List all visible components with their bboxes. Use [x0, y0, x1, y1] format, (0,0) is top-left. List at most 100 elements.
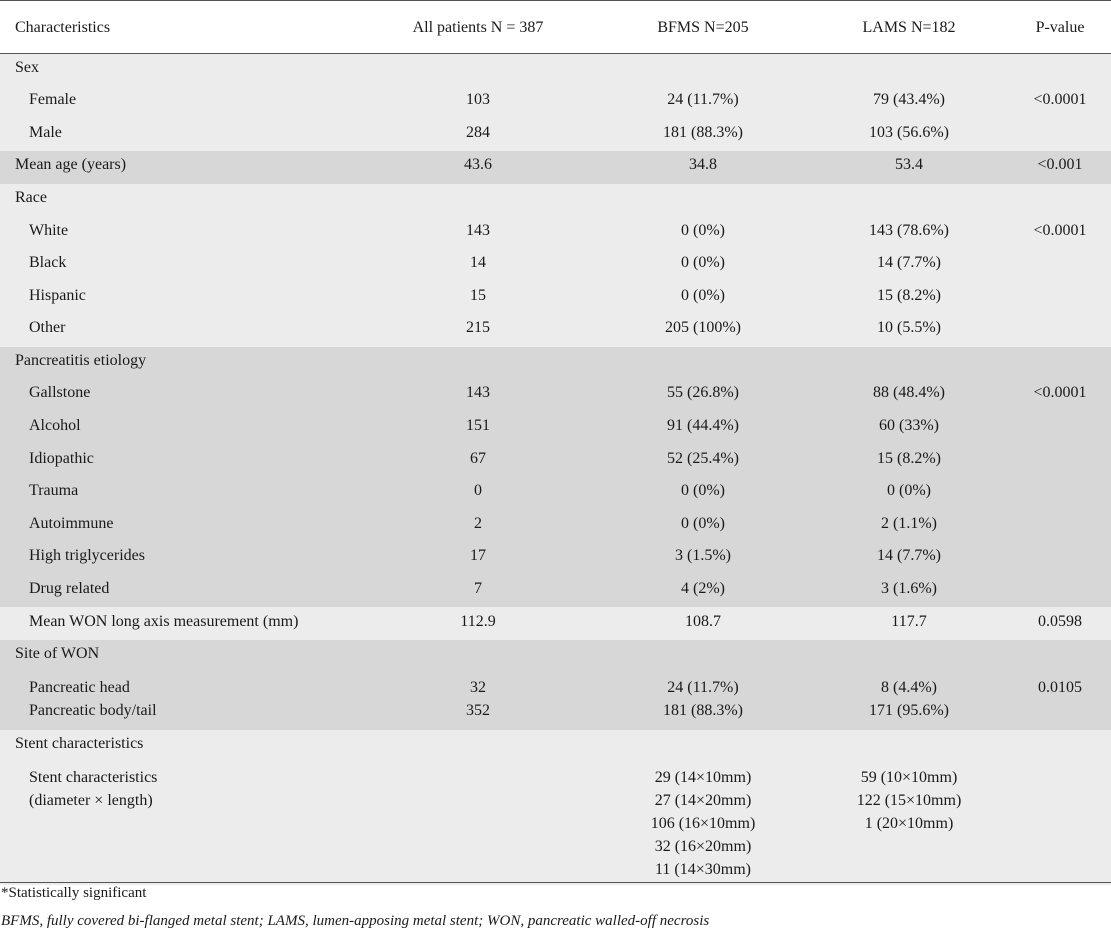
row-label: Pancreatitis etiology — [15, 352, 147, 369]
cell-bfms: 24 (11.7%) — [667, 91, 739, 108]
cell-bfms: 3 (1.5%) — [675, 547, 731, 564]
cell-bfms: 0 (0%) — [681, 515, 725, 532]
row-label: Female — [29, 91, 77, 108]
cell-all: 151 — [466, 417, 490, 434]
cell-bfms: 91 (44.4%) — [667, 417, 739, 434]
cell-all: 2 — [474, 515, 482, 532]
cell-pvalue: <0.0001 — [1033, 91, 1087, 108]
cell-lams: 14 (7.7%) — [877, 254, 941, 271]
row-label: Male — [29, 124, 62, 141]
cell-lams: 3 (1.6%) — [881, 580, 937, 597]
header-bfms: BFMS N=205 — [657, 19, 749, 36]
list-item: 106 (16×10mm) — [650, 815, 756, 832]
cell-pvalue: <0.0001 — [1033, 222, 1087, 239]
cell-bfms: 4 (2%) — [681, 580, 725, 597]
group-race: Race White 143 0 (0%) 143 (78.6%) <0.000… — [0, 184, 1111, 347]
row-label: Other — [29, 319, 66, 336]
row-label: Stent characteristics — [15, 735, 144, 752]
row-label: Gallstone — [29, 384, 91, 401]
row-label: Mean WON long axis measurement (mm) — [29, 613, 299, 630]
stent-lams-list: 59 (10×10mm) 122 (15×10mm) 1 (20×10mm) — [819, 766, 999, 835]
cell-bfms: 0 (0%) — [681, 254, 725, 271]
row-label: Black — [29, 254, 67, 271]
cell-lams: 171 (95.6%) — [869, 702, 949, 719]
cell-bfms: 205 (100%) — [665, 319, 741, 336]
stent-bfms-list: 29 (14×10mm) 27 (14×20mm) 106 (16×10mm) … — [613, 766, 793, 881]
row-label: Alcohol — [29, 417, 81, 434]
stent-label-line2: (diameter × length) — [29, 792, 153, 809]
row-label: Mean age (years) — [15, 156, 127, 173]
row-label: Trauma — [29, 482, 79, 499]
cell-bfms: 181 (88.3%) — [663, 124, 743, 141]
group-site-of-won: Site of WON Pancreatic head 32 24 (11.7%… — [0, 640, 1111, 730]
cell-bfms: 34.8 — [689, 156, 717, 173]
cell-all: 215 — [466, 319, 490, 336]
cell-bfms: 0 (0%) — [681, 287, 725, 304]
row-label: Pancreatic head — [29, 679, 130, 696]
header-lams: LAMS N=182 — [862, 19, 956, 36]
cell-pvalue: 0.0598 — [1038, 613, 1082, 630]
characteristics-table: Characteristics All patients N = 387 BFM… — [0, 0, 1111, 885]
cell-all: 284 — [466, 124, 490, 141]
cell-all: 112.9 — [460, 613, 496, 630]
row-label: Pancreatic body/tail — [29, 702, 157, 719]
cell-all: 103 — [466, 91, 490, 108]
cell-bfms: 0 (0%) — [681, 222, 725, 239]
footnote-abbreviations: BFMS, fully covered bi-flanged metal ste… — [1, 913, 710, 929]
row-label: Drug related — [29, 580, 110, 597]
header-all-patients: All patients N = 387 — [412, 19, 544, 36]
header-characteristics: Characteristics — [15, 19, 111, 36]
row-label: Hispanic — [29, 287, 86, 304]
list-item: 32 (16×20mm) — [654, 838, 752, 855]
row-label: High triglycerides — [29, 547, 145, 564]
cell-all: 15 — [470, 287, 486, 304]
cell-lams: 79 (43.4%) — [873, 91, 945, 108]
cell-lams: 143 (78.6%) — [869, 222, 949, 239]
cell-all: 7 — [474, 580, 482, 597]
cell-all: 14 — [470, 254, 486, 271]
cell-bfms: 108.7 — [685, 613, 721, 630]
group-mean-age: Mean age (years) 43.6 34.8 53.4 <0.001 — [0, 151, 1111, 184]
cell-lams: 15 (8.2%) — [877, 450, 941, 467]
group-pancreatitis-etiology: Pancreatitis etiology Gallstone 143 55 (… — [0, 347, 1111, 607]
footnote-significance: *Statistically significant — [1, 885, 147, 901]
cell-lams: 103 (56.6%) — [869, 124, 949, 141]
cell-all: 17 — [470, 547, 486, 564]
list-item: 122 (15×10mm) — [856, 792, 962, 809]
group-mean-won: Mean WON long axis measurement (mm) 112.… — [0, 607, 1111, 640]
list-item: 29 (14×10mm) — [654, 769, 752, 786]
cell-lams: 60 (33%) — [879, 417, 939, 434]
cell-all: 143 — [466, 384, 490, 401]
cell-pvalue: 0.0105 — [1038, 679, 1082, 696]
cell-lams: 53.4 — [895, 156, 923, 173]
row-label: Idiopathic — [29, 450, 94, 467]
list-item: 1 (20×10mm) — [864, 815, 954, 832]
row-label: White — [29, 222, 69, 239]
cell-all: 352 — [466, 702, 490, 719]
cell-lams: 10 (5.5%) — [877, 319, 941, 336]
group-stent-characteristics: Stent characteristics Stent characterist… — [0, 730, 1111, 885]
cell-pvalue: <0.001 — [1037, 156, 1083, 173]
cell-lams: 88 (48.4%) — [873, 384, 945, 401]
cell-lams: 0 (0%) — [887, 482, 931, 499]
group-sex: Sex Female 103 24 (11.7%) 79 (43.4%) <0.… — [0, 54, 1111, 151]
cell-lams: 8 (4.4%) — [881, 679, 937, 696]
cell-bfms: 181 (88.3%) — [663, 702, 743, 719]
cell-all: 67 — [470, 450, 486, 467]
row-label: Site of WON — [15, 645, 100, 662]
cell-bfms: 24 (11.7%) — [667, 679, 739, 696]
cell-pvalue: <0.0001 — [1033, 384, 1087, 401]
list-item: 27 (14×20mm) — [654, 792, 752, 809]
cell-all: 43.6 — [464, 156, 492, 173]
row-label: Sex — [15, 59, 39, 76]
header-pvalue: P-value — [1035, 19, 1085, 36]
table-header: Characteristics All patients N = 387 BFM… — [0, 0, 1111, 54]
cell-lams: 117.7 — [891, 613, 927, 630]
stent-label-line1: Stent characteristics — [29, 769, 158, 786]
stent-detail-label: Stent characteristics (diameter × length… — [29, 766, 157, 812]
list-item: 11 (14×30mm) — [655, 861, 751, 878]
cell-all: 0 — [474, 482, 482, 499]
cell-all: 143 — [466, 222, 490, 239]
table-footnotes: *Statistically significant BFMS, fully c… — [0, 882, 1111, 929]
cell-bfms: 52 (25.4%) — [667, 450, 739, 467]
